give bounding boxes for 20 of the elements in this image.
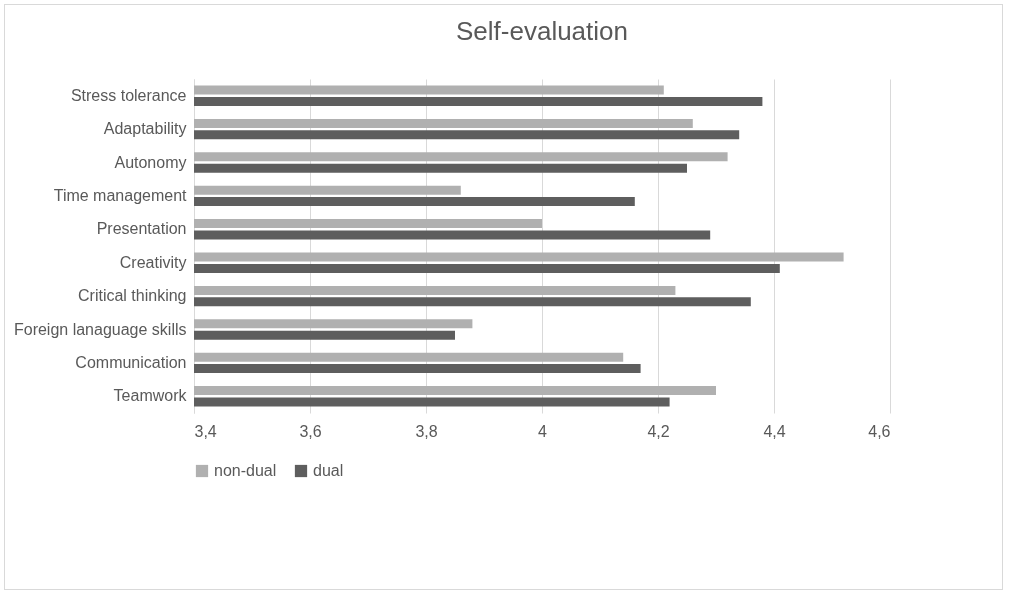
x-tick-label: 3,4	[194, 422, 217, 440]
x-tick-label: 4,2	[647, 422, 670, 440]
x-tick-label: 3,8	[415, 422, 438, 440]
y-tick-label: Presentation	[96, 220, 187, 238]
y-tick-label: Foreign lanaguage skills	[13, 320, 187, 338]
legend-label: dual	[313, 462, 344, 479]
y-tick-label: Time management	[53, 186, 188, 204]
y-tick-label: Adaptability	[103, 120, 187, 138]
chart-title: Self-evaluation	[456, 16, 628, 46]
y-tick-label: Communication	[75, 353, 187, 371]
y-tick-label: Teamwork	[113, 387, 188, 405]
y-tick-label: Autonomy	[114, 153, 187, 171]
y-tick-label: Creativity	[119, 253, 187, 271]
x-tick-label: 4	[538, 422, 548, 440]
x-tick-label: 4,6	[868, 422, 891, 440]
y-tick-label: Critical thinking	[78, 287, 187, 305]
y-tick-label: Stress tolerance	[70, 86, 187, 104]
legend-label: non-dual	[214, 462, 277, 479]
x-tick-label: 3,6	[299, 422, 322, 440]
x-tick-label: 4,4	[763, 422, 786, 440]
